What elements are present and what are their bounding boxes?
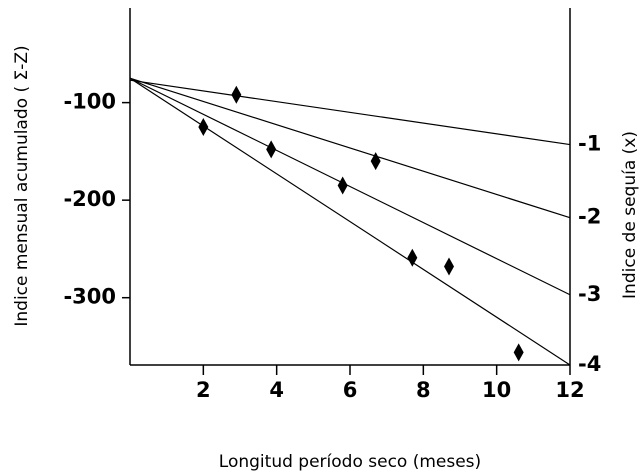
x-tick-label: 8 [416, 378, 431, 402]
y2-axis-label: Indice de sequía (x) [620, 131, 640, 299]
x-tick-label: 2 [196, 378, 211, 402]
point [266, 140, 277, 159]
trend-line [129, 79, 571, 146]
trend-line [129, 77, 571, 366]
y-axis-label: Indice mensual acumulado ( Σ-Z) [12, 45, 32, 326]
point [407, 248, 418, 267]
y-tick-label: -100 [63, 90, 116, 114]
x-tick-label: 12 [555, 378, 584, 402]
y-tick-label: -200 [63, 187, 116, 211]
point [513, 343, 524, 362]
point [198, 118, 209, 136]
line-label: -2 [578, 205, 601, 229]
x-tick-label: 6 [343, 378, 358, 402]
trend-line [129, 77, 571, 219]
trend-line [129, 77, 571, 296]
x-axis-label: Longitud período seco (meses) [219, 452, 481, 472]
point [337, 176, 348, 195]
point [231, 85, 242, 104]
point [444, 257, 454, 276]
x-tick-label: 10 [482, 378, 511, 402]
line-label: -3 [578, 282, 601, 306]
point [370, 152, 381, 171]
line-label: -1 [578, 132, 601, 156]
x-tick-label: 4 [269, 378, 284, 402]
y-tick-label: -300 [63, 285, 116, 309]
line-label: -4 [578, 352, 601, 376]
